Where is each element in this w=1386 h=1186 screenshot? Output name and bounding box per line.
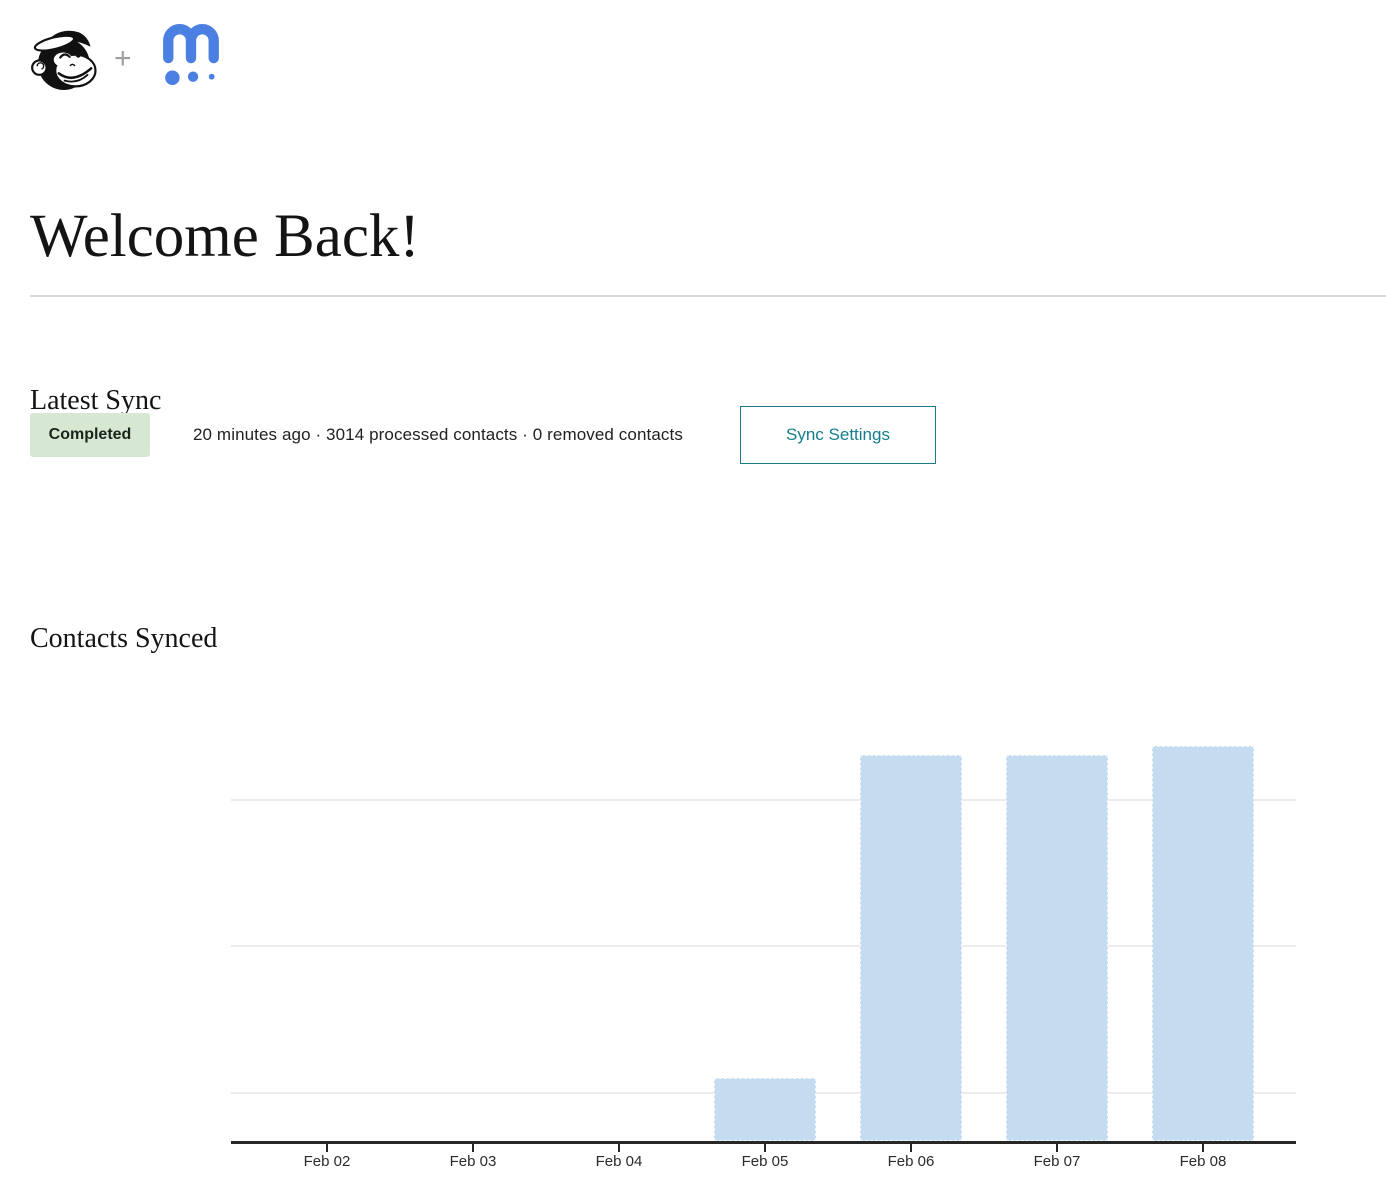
chart-x-tick (1202, 1144, 1204, 1152)
partner-m-logo-icon (163, 24, 219, 85)
chart-x-label: Feb 07 (1033, 1153, 1081, 1170)
chart-x-label: Feb 08 (1179, 1153, 1227, 1170)
sync-status-badge: Completed (30, 413, 150, 457)
page-title: Welcome Back! (30, 202, 420, 270)
mailchimp-logo-icon (31, 30, 97, 90)
chart-bar (714, 1078, 816, 1141)
chart-bar (1006, 755, 1108, 1141)
contacts-synced-heading: Contacts Synced (30, 623, 218, 655)
divider (30, 295, 1386, 297)
chart-x-tick (910, 1144, 912, 1152)
chart-x-label: Feb 06 (887, 1153, 935, 1170)
chart-x-tick (764, 1144, 766, 1152)
chart-x-label: Feb 03 (449, 1153, 497, 1170)
chart-gridline (231, 799, 1296, 801)
chart-x-tick (326, 1144, 328, 1152)
chart-x-label: Feb 05 (741, 1153, 789, 1170)
chart-x-tick (1056, 1144, 1058, 1152)
chart-x-axis (231, 1141, 1296, 1144)
chart-bar (1152, 746, 1254, 1141)
sync-settings-button[interactable]: Sync Settings (740, 406, 936, 464)
latest-sync-heading: Latest Sync (30, 385, 162, 417)
chart-x-label: Feb 04 (595, 1153, 643, 1170)
chart-x-label: Feb 02 (303, 1153, 351, 1170)
chart-x-tick (472, 1144, 474, 1152)
plus-icon: + (114, 42, 132, 75)
chart-gridline (231, 945, 1296, 947)
sync-summary-text: 20 minutes ago · 3014 processed contacts… (193, 425, 683, 444)
chart-x-tick (618, 1144, 620, 1152)
chart-bar (860, 755, 962, 1141)
